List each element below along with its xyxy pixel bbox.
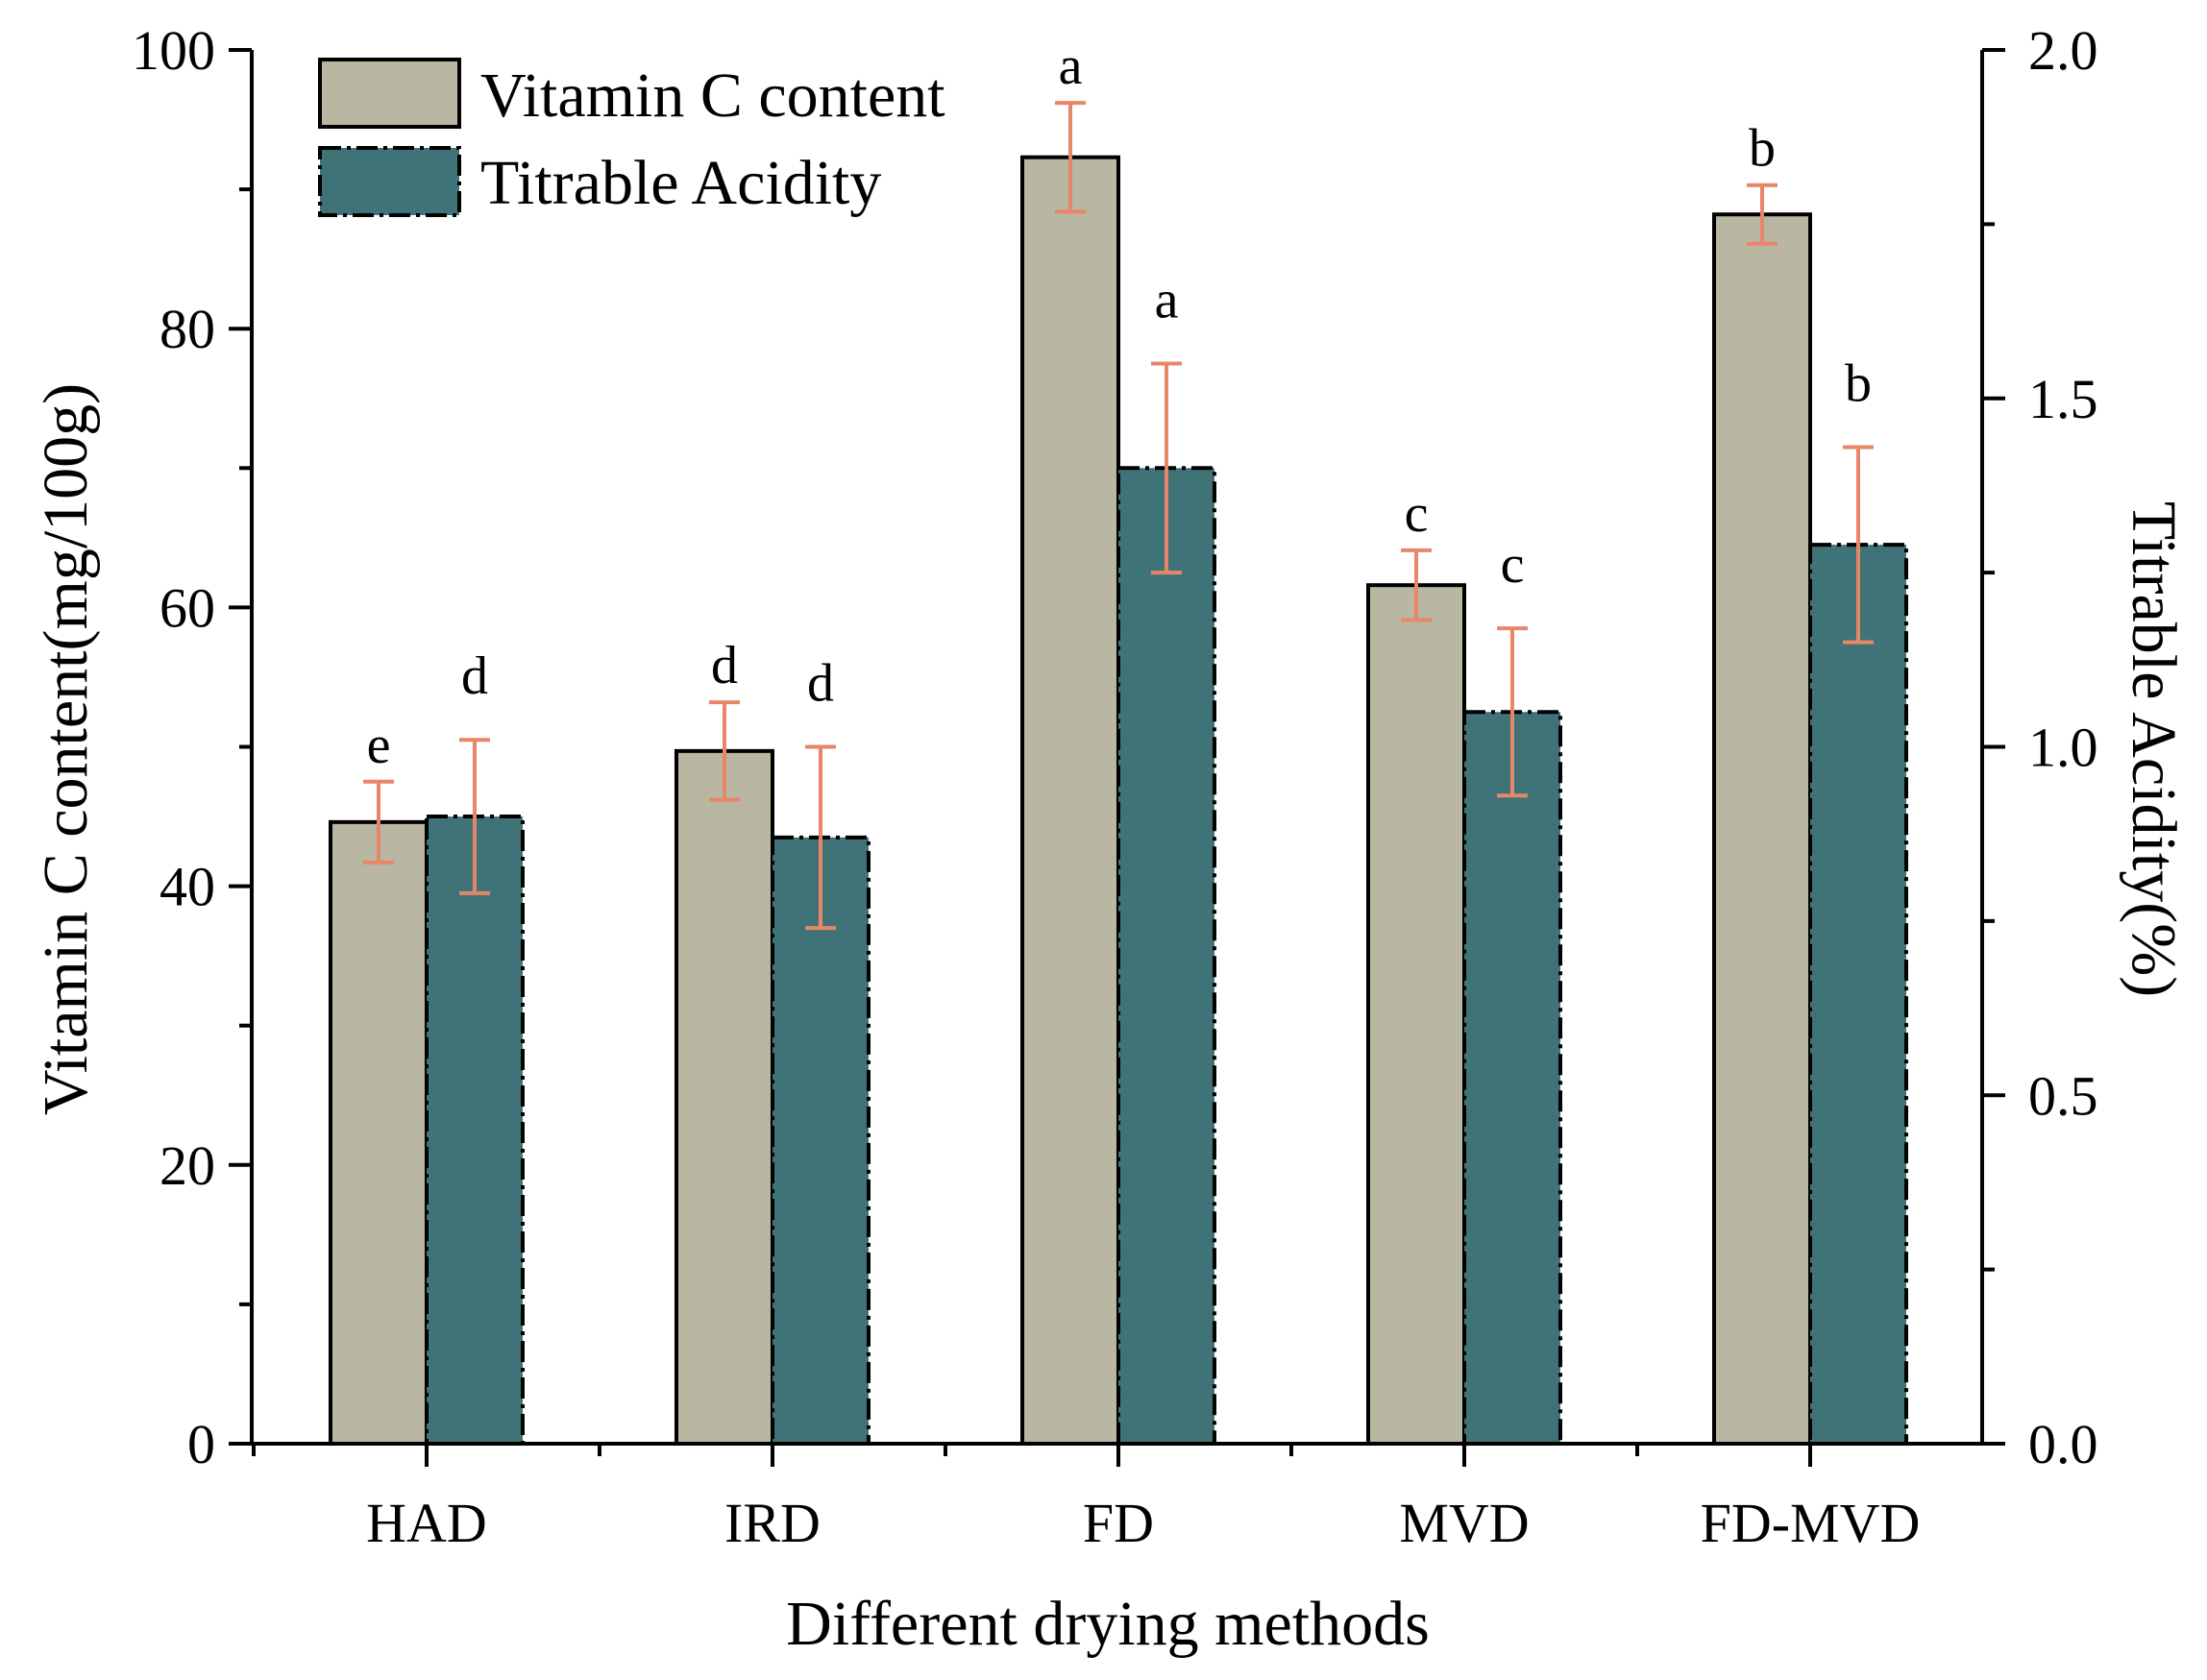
vitamin-c-significance-letter: b [1749,119,1776,179]
x-category-label: FD [1083,1492,1154,1554]
right-tick-label: 1.0 [2028,717,2098,779]
vitamin-c-significance-letter: d [711,636,738,695]
titrable-acidity-significance-letter: d [807,654,834,714]
vitamin-c-bar [329,819,429,1446]
titrable-acidity-significance-letter: b [1845,354,1872,414]
right-tick-label: 1.5 [2028,368,2098,430]
vitamin-c-bar [674,748,774,1446]
titrable-acidity-bar [1462,710,1562,1446]
right-tick-label: 2.0 [2028,19,2098,82]
x-axis-title: Different drying methods [786,1589,1430,1659]
vitamin-c-significance-letter: e [367,716,391,775]
x-category-label: MVD [1399,1492,1529,1554]
titrable-acidity-significance-letter: d [461,646,488,706]
legend-swatch-vitamin-c [318,58,461,129]
vitamin-c-significance-letter: c [1405,484,1429,544]
vitamin-c-bar [1712,212,1812,1446]
legend-swatch-titrable-acidity [318,146,461,217]
right-tick-label: 0.0 [2028,1413,2098,1475]
legend-label-vitamin-c: Vitamin C content [480,61,945,131]
titrable-acidity-bar [1808,543,1908,1446]
right-y-axis-title: Titrable Acidity(%) [2119,501,2189,997]
legend-label-titrable-acidity: Titrable Acidity [480,148,881,218]
left-tick-label: 80 [159,298,215,360]
x-category-label: FD-MVD [1701,1492,1921,1554]
left-tick-label: 40 [159,856,215,918]
titrable-acidity-bar [425,815,525,1446]
titrable-acidity-significance-letter: c [1501,535,1525,595]
left-tick-label: 100 [132,19,215,82]
x-category-label: HAD [366,1492,487,1554]
titrable-acidity-significance-letter: a [1155,270,1179,329]
x-category-label: IRD [724,1492,821,1554]
left-tick-label: 20 [159,1134,215,1197]
vitamin-c-bar [1366,583,1466,1446]
vitamin-c-significance-letter: a [1059,37,1083,96]
titrable-acidity-bar [1116,466,1216,1446]
right-tick-label: 0.5 [2028,1064,2098,1127]
legend: Vitamin C content Titrable Acidity [318,58,945,218]
left-tick-label: 60 [159,576,215,639]
titrable-acidity-bar [771,835,871,1446]
left-tick-label: 0 [187,1413,215,1475]
left-y-axis-title: Vitamin C content(mg/100g) [31,383,101,1115]
vitamin-c-bar [1020,155,1120,1446]
